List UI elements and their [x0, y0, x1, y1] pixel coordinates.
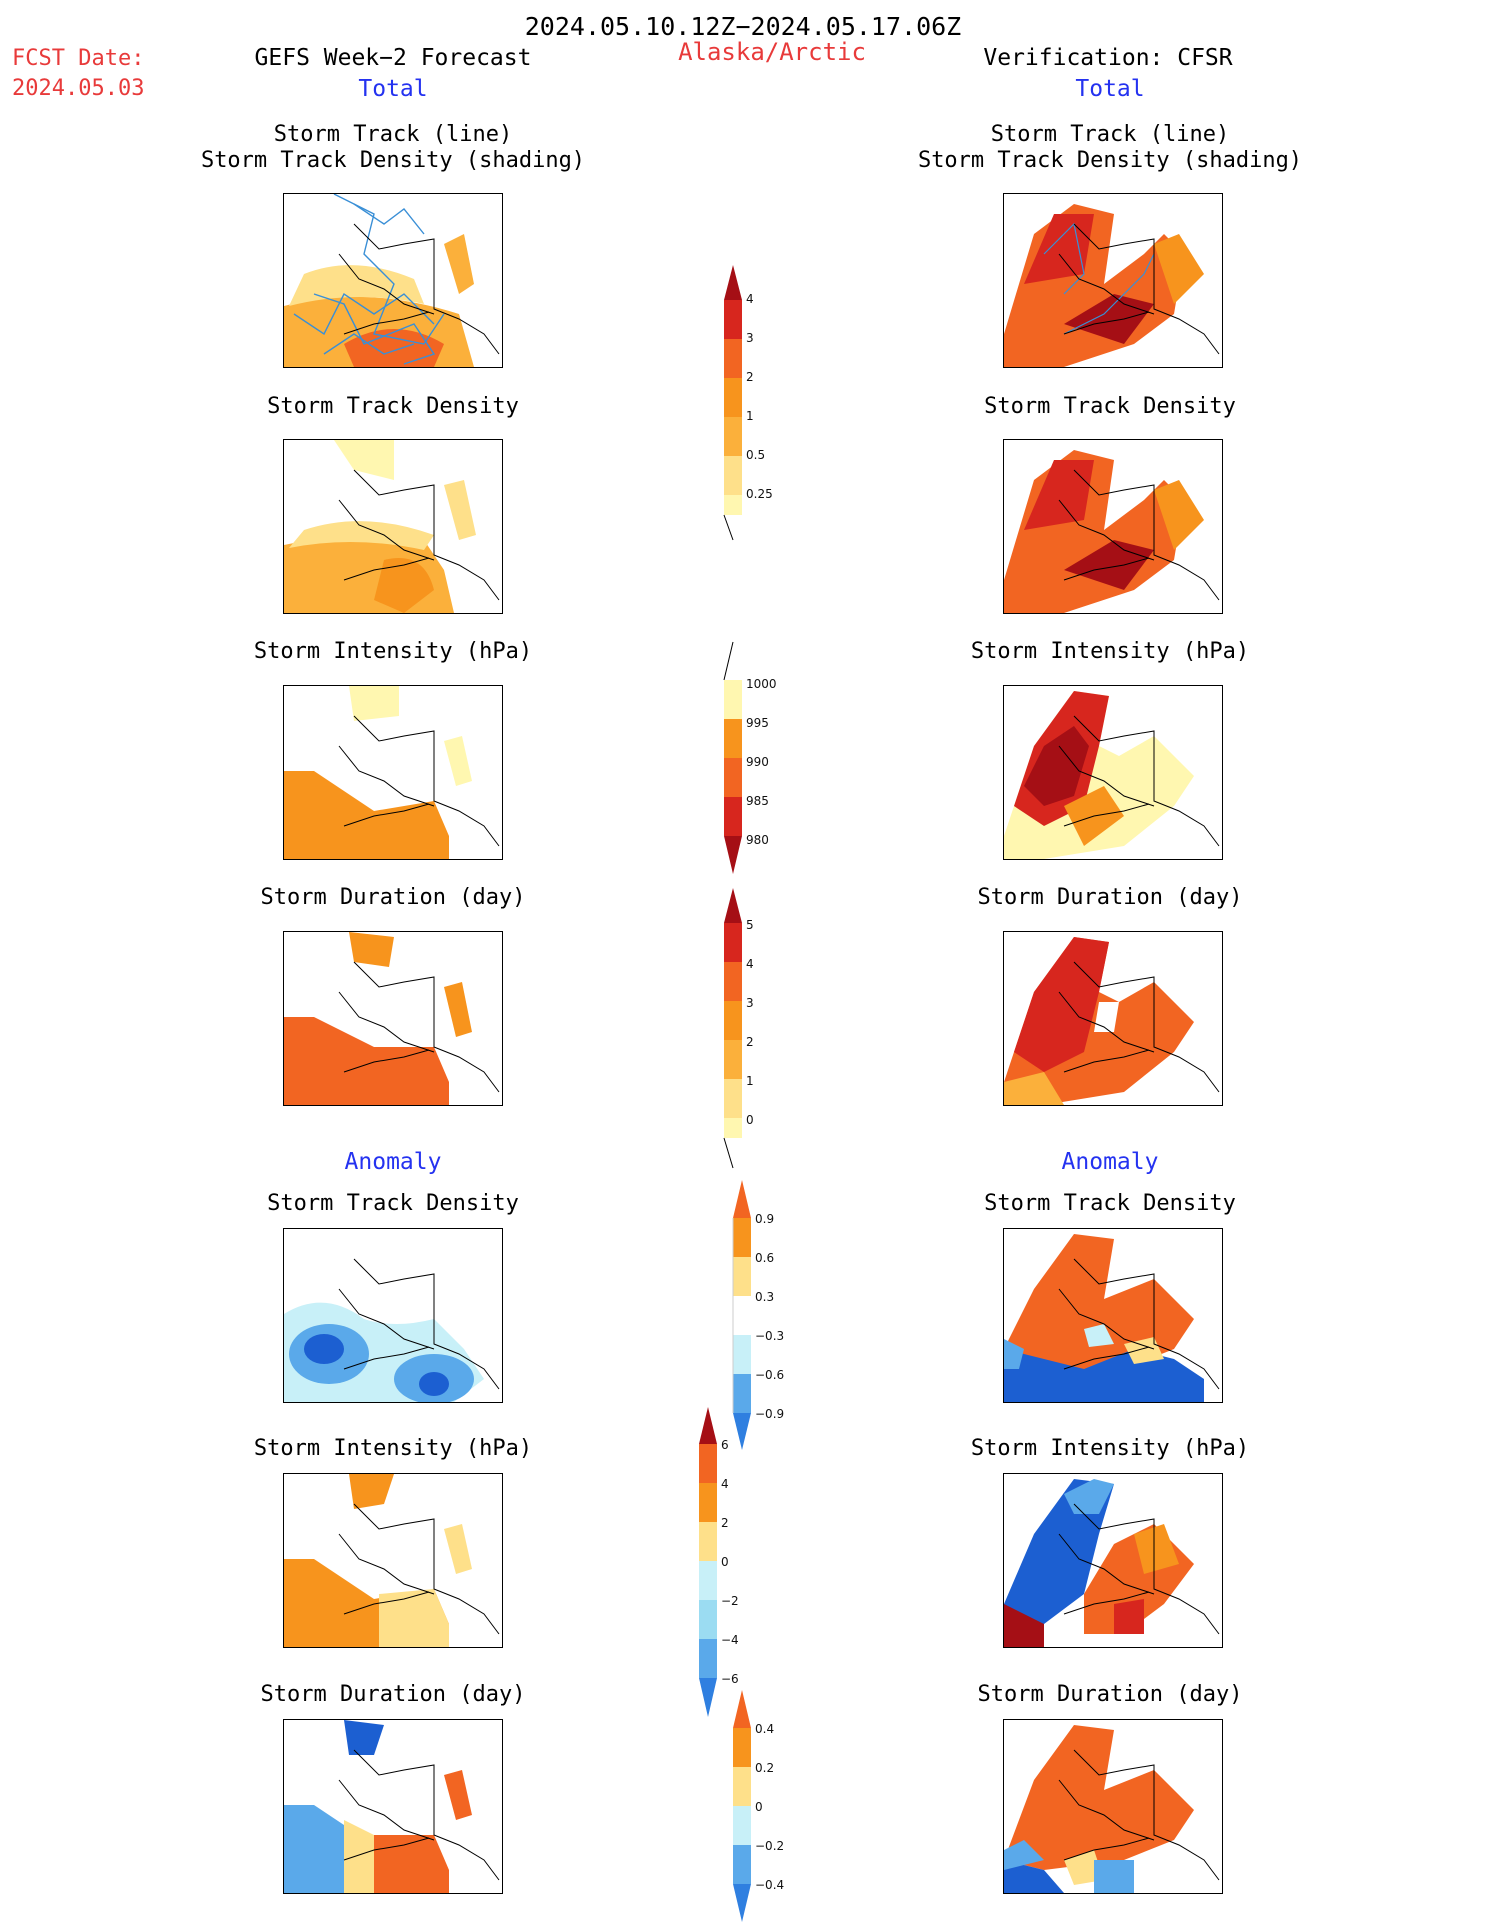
right-total-label: Total: [1075, 76, 1145, 102]
tick-label: −0.3: [755, 1329, 784, 1343]
colorbar-density-anomaly: 0.9 0.6 0.3 −0.3 −0.6 −0.9: [732, 1180, 803, 1464]
tick-label: 985: [746, 794, 769, 808]
tick-label: 1: [746, 409, 754, 423]
tick-label: −6: [721, 1672, 739, 1686]
right-duration-title: Storm Duration (day): [977, 885, 1243, 910]
fcst-date-value: 2024.05.03: [12, 76, 145, 101]
tick-label: −4: [721, 1633, 739, 1647]
tick-label: 0.3: [755, 1290, 774, 1304]
tick-label: 5: [746, 918, 754, 932]
right-anomaly-label: Anomaly: [1061, 1149, 1159, 1175]
map-cfsr-intensity-anomaly: [1003, 1473, 1223, 1648]
tick-label: 6: [721, 1438, 729, 1452]
map-cfsr-duration-total: [1003, 931, 1223, 1106]
left-total-label: Total: [358, 76, 428, 102]
map-fcst-intensity-total: [283, 685, 503, 860]
colorbar-duration-anomaly: 0.4 0.2 0 −0.2 −0.4: [733, 1690, 803, 1929]
left-duration-title: Storm Duration (day): [260, 885, 526, 910]
left-density-title: Storm Track Density: [267, 394, 519, 419]
tick-label: 995: [746, 716, 769, 730]
tick-label: 0.4: [755, 1722, 774, 1736]
tick-label: 0.25: [746, 487, 773, 501]
tick-label: −0.4: [755, 1878, 784, 1892]
map-cfsr-density-anomaly: [1003, 1228, 1223, 1403]
map-cfsr-intensity-total: [1003, 685, 1223, 860]
tick-label: 980: [746, 833, 769, 847]
tick-label: 990: [746, 755, 769, 769]
tick-label: 0.6: [755, 1251, 774, 1265]
right-anom-intensity-title: Storm Intensity (hPa): [970, 1436, 1250, 1461]
map-cfsr-track-total: [1003, 193, 1223, 368]
tick-label: 0: [721, 1555, 729, 1569]
fcst-date-label: FCST Date:: [12, 46, 145, 71]
map-fcst-density-total: [283, 439, 503, 614]
tick-label: 0: [746, 1113, 754, 1127]
left-track-shading-title: Storm Track Density (shading): [200, 148, 586, 173]
right-track-shading-title: Storm Track Density (shading): [917, 148, 1303, 173]
tick-label: 2: [721, 1516, 729, 1530]
right-anom-duration-title: Storm Duration (day): [977, 1682, 1243, 1707]
tick-label: −0.6: [755, 1368, 784, 1382]
map-fcst-intensity-anomaly: [283, 1473, 503, 1648]
region-title: Alaska/Arctic: [678, 38, 866, 66]
right-intensity-title: Storm Intensity (hPa): [970, 639, 1250, 664]
left-column-title: GEFS Week−2 Forecast: [254, 45, 532, 71]
tick-label: 0.2: [755, 1761, 774, 1775]
left-anom-intensity-title: Storm Intensity (hPa): [253, 1436, 533, 1461]
colorbar-intensity-total: 1000 995 990 985 980: [723, 641, 794, 886]
right-track-line-title: Storm Track (line): [990, 122, 1230, 147]
colorbar-duration-total: 5 4 3 2 1 0: [723, 888, 794, 1172]
map-fcst-duration-anomaly: [283, 1719, 503, 1894]
tick-label: −0.2: [755, 1839, 784, 1853]
tick-label: 3: [746, 996, 754, 1010]
left-anomaly-label: Anomaly: [344, 1149, 442, 1175]
tick-label: 4: [746, 957, 754, 971]
tick-label: 2: [746, 1035, 754, 1049]
tick-label: 0.5: [746, 448, 765, 462]
right-density-title: Storm Track Density: [984, 394, 1236, 419]
map-fcst-density-anomaly: [283, 1228, 503, 1403]
tick-label: 3: [746, 331, 754, 345]
map-fcst-duration-total: [283, 931, 503, 1106]
map-fcst-track-total: [283, 193, 503, 368]
left-anom-density-title: Storm Track Density: [267, 1191, 519, 1216]
tick-label: −0.9: [755, 1407, 784, 1421]
tick-label: 1: [746, 1074, 754, 1088]
map-cfsr-duration-anomaly: [1003, 1719, 1223, 1894]
colorbar-intensity-anomaly: 6 4 2 0 −2 −4 −6: [699, 1407, 769, 1731]
tick-label: −2: [721, 1594, 739, 1608]
tick-label: 1000: [746, 677, 777, 691]
left-intensity-title: Storm Intensity (hPa): [253, 639, 533, 664]
left-anom-duration-title: Storm Duration (day): [260, 1682, 526, 1707]
tick-label: 4: [746, 292, 754, 306]
tick-label: 0.9: [755, 1212, 774, 1226]
right-anom-density-title: Storm Track Density: [984, 1191, 1236, 1216]
right-column-title: Verification: CFSR: [983, 45, 1233, 71]
tick-label: 4: [721, 1477, 729, 1491]
left-track-line-title: Storm Track (line): [273, 122, 513, 147]
map-cfsr-density-total: [1003, 439, 1223, 614]
tick-label: 2: [746, 370, 754, 384]
tick-label: 0: [755, 1800, 763, 1814]
date-range-title: 2024.05.10.12Z−2024.05.17.06Z: [524, 12, 962, 41]
colorbar-density-total: 4 3 2 1 0.5 0.25: [723, 265, 794, 549]
